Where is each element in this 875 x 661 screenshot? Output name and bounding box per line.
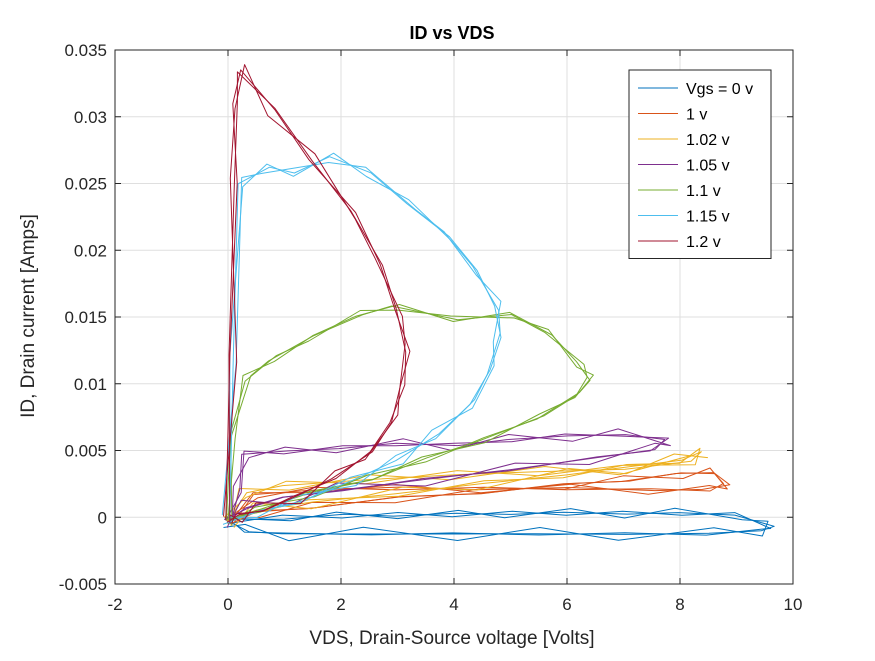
legend-item: 1.1 v [638, 183, 721, 200]
y-tick-label: 0.035 [64, 41, 107, 60]
legend-label: 1.05 v [686, 158, 730, 175]
x-tick-label: -2 [107, 595, 122, 614]
legend: Vgs = 0 v 1 v 1.02 v 1.05 v 1.1 v 1.15 v 1.2 v [628, 69, 772, 259]
series-line [226, 71, 407, 524]
series-2 [224, 467, 731, 525]
series-7 [223, 64, 411, 524]
series-1 [223, 507, 775, 542]
y-tick-label: 0.03 [74, 108, 107, 127]
legend-item: 1.02 v [638, 132, 730, 149]
legend-label: 1.15 v [686, 209, 730, 226]
legend-label: Vgs = 0 v [686, 81, 753, 98]
series-5 [225, 304, 594, 526]
legend-item: 1.05 v [638, 158, 730, 175]
x-axis-label: VDS, Drain-Source voltage [Volts] [309, 628, 594, 649]
y-tick-label: -0.005 [59, 575, 107, 594]
series-line [221, 162, 502, 525]
legend-label: 1.02 v [686, 132, 730, 149]
series-line [223, 434, 666, 523]
x-tick-label: 4 [449, 595, 458, 614]
series-4 [223, 428, 671, 528]
series-line [225, 305, 588, 520]
series-line [225, 69, 411, 524]
chart-title: ID vs VDS [409, 23, 494, 43]
y-tick-label: 0.015 [64, 308, 107, 327]
series-line [226, 428, 671, 528]
y-tick-label: 0 [98, 508, 107, 527]
y-axis-label: ID, Drain current [Amps] [18, 214, 39, 418]
series-line [230, 472, 731, 525]
x-tick-label: 2 [336, 595, 345, 614]
series-6 [221, 152, 502, 525]
legend-item: Vgs = 0 v [638, 81, 753, 98]
y-tick-label: 0.005 [64, 442, 107, 461]
series-line [229, 152, 501, 525]
series-line [223, 507, 769, 542]
legend-item: 1.2 v [638, 234, 721, 251]
legend-label: 1 v [686, 107, 707, 124]
y-tick-label: 0.01 [74, 375, 107, 394]
legend-item: 1.15 v [638, 209, 730, 226]
series-line [224, 467, 728, 525]
series-line [223, 64, 406, 523]
series-lines [221, 64, 775, 542]
legend-item: 1 v [638, 107, 707, 124]
legend-label: 1.2 v [686, 234, 721, 251]
y-tick-label: 0.02 [74, 241, 107, 260]
series-line [225, 433, 670, 521]
legend-label: 1.1 v [686, 183, 721, 200]
axis-ticks: -2 0 2 4 6 8 10 -0.005 0 0.005 0.01 0.015 0.02 0.025 0… [59, 41, 803, 614]
x-tick-label: 10 [784, 595, 803, 614]
series-line [226, 451, 702, 523]
x-tick-label: 8 [675, 595, 684, 614]
x-tick-label: 0 [223, 595, 232, 614]
series-line [230, 453, 708, 528]
y-tick-label: 0.025 [64, 175, 107, 194]
x-tick-label: 6 [562, 595, 571, 614]
